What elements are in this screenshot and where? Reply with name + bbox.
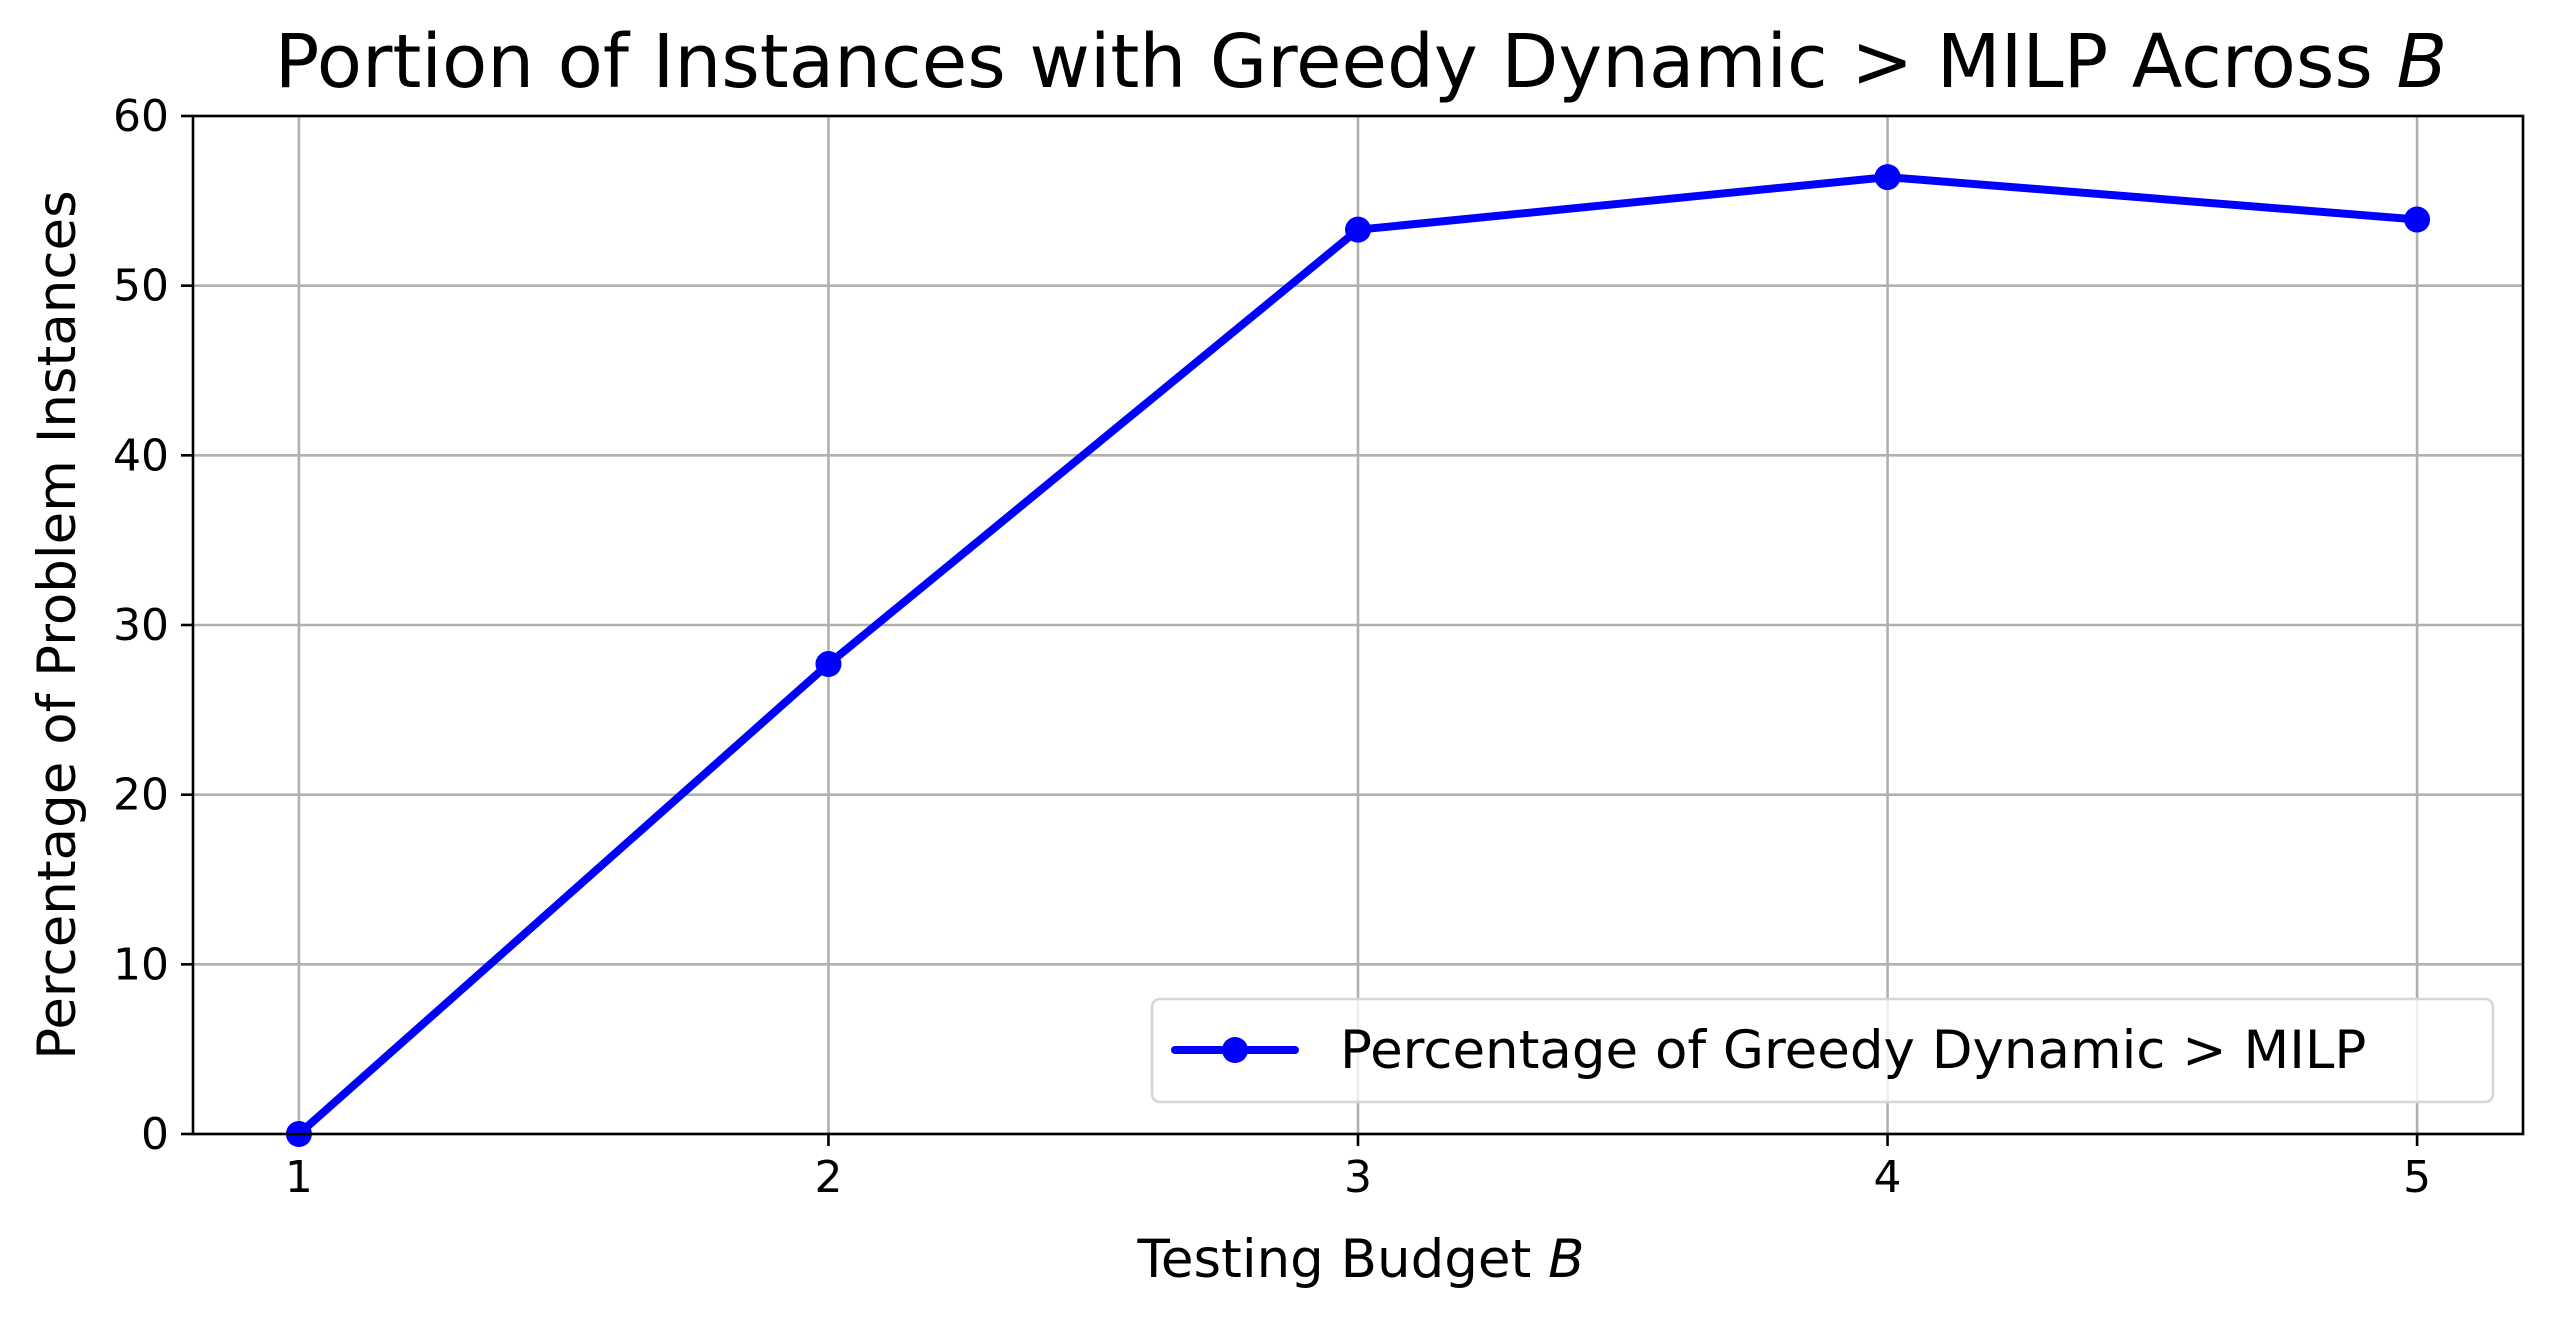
x-axis-label: Testing Budget B [1136,1229,1584,1290]
legend-marker-swatch [1222,1037,1248,1063]
chart-title-variable: B [2397,19,2448,105]
x-tick-label: 4 [1874,1152,1902,1203]
plot-area-frame [191,114,2525,1136]
x-axis-label-variable: B [1548,1229,1584,1290]
x-tick-label: 3 [1344,1152,1372,1203]
y-tick-label: 10 [113,939,169,990]
y-tick-label: 60 [113,91,169,142]
y-tick-label: 0 [141,1109,169,1160]
y-tick-label: 30 [113,600,169,651]
y-tick-label: 20 [113,770,169,821]
data-point [815,651,842,678]
x-tick-label: 5 [2403,1152,2431,1203]
legend-label: Percentage of Greedy Dynamic > MILP [1340,1020,2366,1081]
data-point [1345,216,1371,243]
y-axis-label: Percentage of Problem Instances [27,190,88,1060]
chart-title: Portion of Instances with Greedy Dynamic… [275,19,2448,105]
data-point [2404,206,2431,233]
y-tick-label: 50 [113,261,169,312]
x-tick-label: 2 [814,1152,842,1203]
legend: Percentage of Greedy Dynamic > MILP [1150,997,2495,1104]
data-point [1874,164,1901,191]
x-tick-label: 1 [285,1152,313,1203]
grid-lines [193,114,2523,1136]
y-tick-label: 40 [113,430,169,481]
legend-box [1150,997,2495,1104]
